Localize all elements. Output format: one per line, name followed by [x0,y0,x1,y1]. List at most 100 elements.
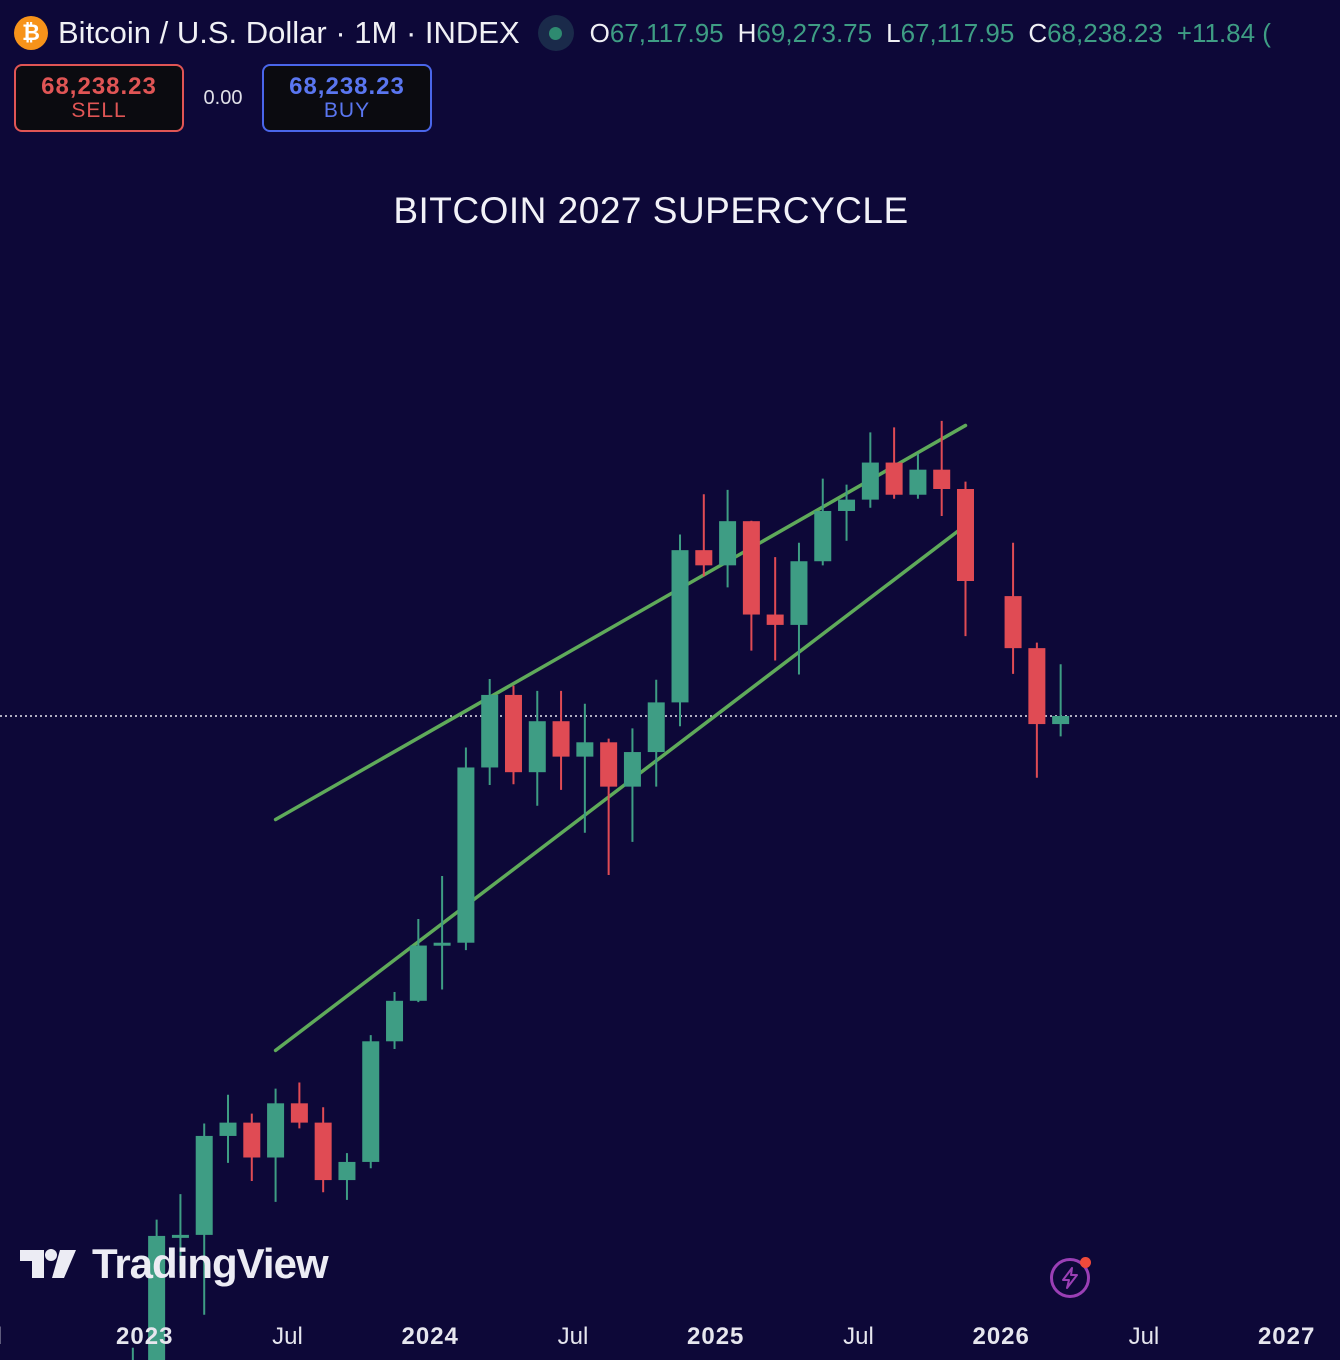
candle-body [243,1122,261,1158]
candle-body [457,767,475,943]
candle-body [933,469,951,489]
x-tick-label: 2024 [402,1323,459,1350]
high-label: H [737,17,757,48]
change-value: +11.84 ( [1176,17,1271,48]
sell-price: 68,238.23 [41,73,157,101]
candle-body [267,1103,285,1158]
spread-value: 0.00 [203,86,243,109]
candle-2024-05 [528,690,546,806]
candle-body [433,942,451,946]
candle-body [504,694,522,773]
candle-body [671,550,689,703]
candle-2025-09 [909,453,927,499]
upper-channel-line [273,423,968,822]
x-tick-label: ul [0,1323,2,1350]
candle-2025-03 [766,557,784,661]
candle-body [719,521,737,566]
candle-body [600,742,618,787]
candle-2025-05 [814,478,832,566]
candle-body [1052,716,1070,725]
x-tick-label: 2023 [116,1323,173,1350]
candle-body [742,521,760,615]
x-tick-label: 2026 [972,1323,1029,1350]
candle-2025-08 [885,427,903,499]
close-label: C [1028,17,1048,48]
candle-2023-08 [314,1107,332,1193]
tradingview-icon [20,1249,76,1278]
candle-2023-05 [243,1113,261,1182]
candle-body [695,550,713,566]
x-tick-label: 2027 [1258,1323,1315,1350]
candle-2023-02 [171,1194,189,1273]
candle-body [623,752,641,787]
candle-body [956,488,974,582]
buy-button[interactable]: 68,238.23 BUY [262,64,432,132]
candle-2025-01 [719,489,737,588]
candle-body [576,742,594,757]
buy-price: 68,238.23 [289,73,405,101]
candle-body [909,469,927,495]
x-tick-label: Jul [558,1323,589,1350]
candle-body [314,1122,332,1181]
sell-label: SELL [71,98,127,122]
candle-2024-12 [695,494,713,577]
candle-2023-01 [148,1219,166,1360]
x-tick-label: Jul [272,1323,303,1350]
symbol-title[interactable]: Bitcoin / U.S. Dollar · 1M · INDEX [58,15,520,50]
candle-2023-04 [219,1094,237,1163]
candle-2025-02 [742,520,760,651]
candle-body [790,561,808,625]
low-value: 67,117.95 [900,17,1015,48]
x-tick-label: Jul [843,1323,874,1350]
tradingview-logo: TradingView [18,1240,329,1288]
candle-2025-11 [956,481,974,637]
candle-body [409,945,427,1001]
candle-body [171,1234,189,1238]
symbol-header: ₿ Bitcoin / U.S. Dollar · 1M · INDEX O67… [14,12,1271,54]
candle-2024-07 [576,703,594,833]
tradingview-wordmark: TradingView [92,1240,329,1287]
bitcoin-icon: ₿ [14,16,48,50]
ohlc-readout: O67,117.95 H69,273.75 L67,117.95 C68,238… [590,18,1271,49]
lower-channel-line [273,523,968,1053]
chart-title: BITCOIN 2027 SUPERCYCLE [393,190,909,231]
open-label: O [589,17,610,48]
candle-body [552,721,570,757]
candle-2025-04 [790,542,808,675]
candle-2026-01 [1004,542,1022,674]
candle-body [219,1122,237,1136]
candle-body [1028,648,1046,725]
market-status-icon[interactable] [537,15,574,51]
notification-dot [1080,1257,1091,1268]
x-tick-label: 2025 [687,1323,744,1350]
candle-body [766,614,784,625]
candle-2025-06 [838,484,856,541]
candle-body [338,1161,356,1181]
buy-label: BUY [323,98,371,122]
bolt-glyph [1062,1267,1078,1289]
candle-2024-08 [600,738,618,875]
open-value: 67,117.95 [609,17,724,48]
high-value: 69,273.75 [756,17,873,48]
low-label: L [886,17,901,48]
candle-2024-10 [647,679,665,787]
lightning-icon[interactable] [1050,1257,1091,1298]
candle-2022-12 [131,1347,134,1360]
candle-body [362,1041,380,1162]
candle-body [195,1135,213,1235]
sell-button[interactable]: 68,238.23 SELL [14,64,184,132]
candle-2024-04 [504,685,522,785]
candle-body [1004,596,1022,649]
candle-2024-03 [481,679,499,786]
candle-body [528,721,546,773]
candle-body [647,702,665,753]
candle-2024-02 [457,747,475,951]
candle-2025-07 [861,432,879,508]
candle-body [386,1000,404,1042]
candle-body [481,694,499,768]
candle-body [838,499,856,511]
candle-2026-02 [1028,642,1046,778]
candle-body [148,1235,166,1360]
trade-panel: 68,238.23 SELL 0.00 68,238.23 BUY [14,64,432,132]
